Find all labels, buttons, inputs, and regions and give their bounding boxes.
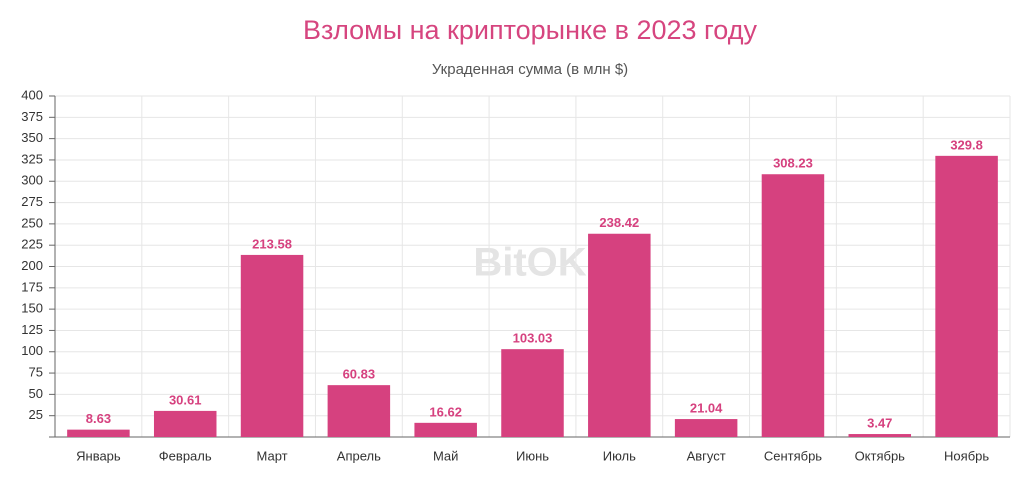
bar — [153, 410, 217, 437]
value-label: 238.42 — [599, 215, 639, 230]
bar — [327, 385, 391, 437]
y-tick-label: 125 — [21, 322, 43, 337]
y-tick-label: 25 — [29, 407, 43, 422]
y-tick-label: 325 — [21, 151, 43, 166]
x-tick-label: Январь — [76, 448, 121, 463]
value-label: 308.23 — [773, 156, 813, 171]
y-tick-label: 200 — [21, 258, 43, 273]
bar — [240, 254, 304, 437]
y-tick-label: 150 — [21, 301, 43, 316]
value-label: 213.58 — [252, 236, 292, 251]
chart-subtitle: Украденная сумма (в млн $) — [432, 61, 628, 78]
y-tick-label: 75 — [29, 365, 43, 380]
bar — [414, 422, 477, 437]
x-tick-label: Апрель — [337, 448, 381, 463]
value-label: 329.8 — [950, 137, 983, 152]
x-tick-label: Март — [256, 448, 287, 463]
y-tick-label: 300 — [21, 173, 43, 188]
y-tick-label: 275 — [21, 194, 43, 209]
y-tick-label: 50 — [29, 386, 43, 401]
watermark: BitOK — [473, 241, 586, 285]
value-label: 103.03 — [513, 331, 553, 346]
bar — [501, 349, 564, 437]
bar — [67, 429, 130, 437]
x-tick-label: Сентябрь — [764, 448, 822, 463]
y-tick-label: 100 — [21, 343, 43, 358]
y-tick-label: 175 — [21, 279, 43, 294]
x-tick-label: Июль — [603, 448, 636, 463]
y-tick-label: 400 — [21, 87, 43, 102]
bar — [848, 434, 912, 437]
x-tick-label: Август — [687, 448, 726, 463]
x-tick-label: Октябрь — [855, 448, 906, 463]
y-tick-label: 250 — [21, 215, 43, 230]
bar — [935, 155, 998, 437]
x-tick-label: Ноябрь — [944, 448, 989, 463]
x-tick-label: Июнь — [516, 448, 549, 463]
chart-title: Взломы на крипторынке в 2023 году — [303, 15, 757, 45]
value-label: 16.62 — [429, 404, 462, 419]
bar — [674, 419, 738, 437]
y-tick-label: 350 — [21, 130, 43, 145]
x-tick-label: Май — [433, 448, 458, 463]
y-tick-label: 225 — [21, 237, 43, 252]
value-label: 60.83 — [343, 367, 376, 382]
value-label: 8.63 — [86, 411, 111, 426]
bar — [761, 174, 825, 437]
x-tick-label: Февраль — [159, 448, 212, 463]
value-label: 3.47 — [867, 415, 892, 430]
y-tick-label: 375 — [21, 109, 43, 124]
value-label: 30.61 — [169, 392, 202, 407]
bar — [588, 233, 651, 437]
value-label: 21.04 — [690, 401, 723, 416]
